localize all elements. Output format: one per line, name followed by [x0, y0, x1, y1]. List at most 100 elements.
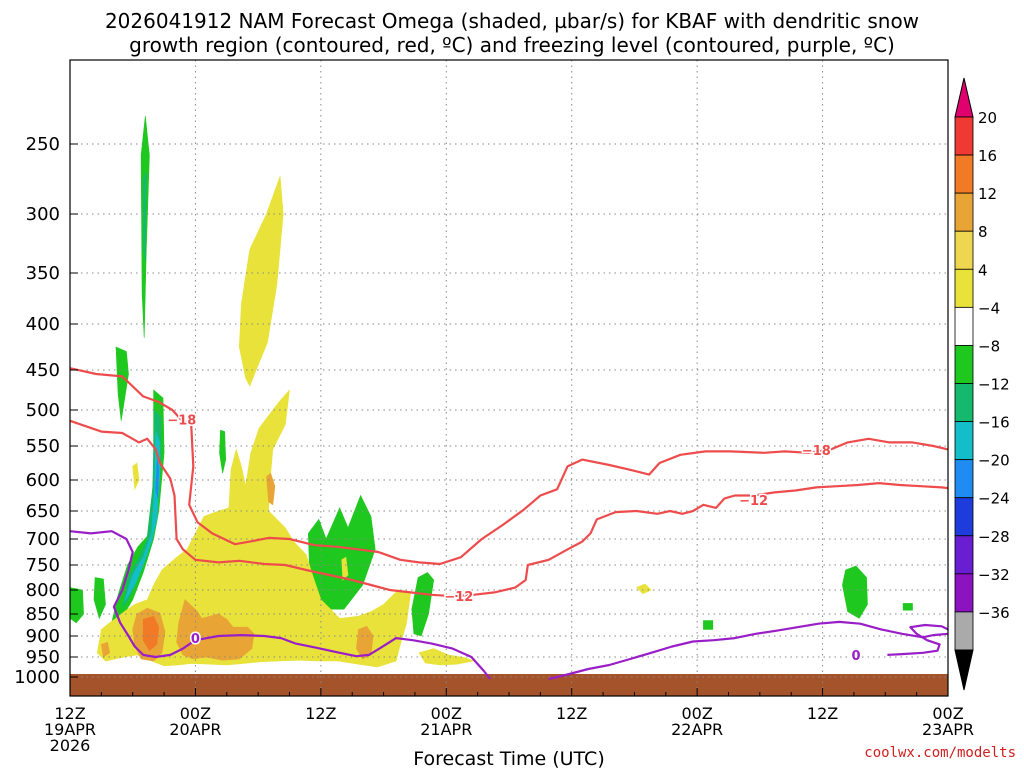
y-tick-label-800: 800 [26, 580, 60, 601]
chart-title-line-1: 2026041912 NAM Forecast Omega (shaded, µ… [104, 9, 920, 33]
y-tick-label-1000: 1000 [14, 667, 60, 688]
contour-label-isotherm-minus-12-right-label: −12 [739, 494, 768, 509]
x-tick-label-line: 23APR [922, 720, 974, 739]
omega-region-descent-deep-orange [142, 615, 160, 652]
colorbar-label: 8 [978, 223, 988, 241]
colorbar-label: −24 [978, 490, 1010, 508]
colorbar-segment [954, 383, 974, 422]
chart-title-line-2: growth region (contoured, red, ºC) and f… [129, 33, 895, 57]
colorbar-segment [954, 421, 974, 461]
colorbar-label: −16 [978, 414, 1010, 432]
omega-region-descent-orange-3 [266, 472, 276, 506]
contour-freezing-level-main [69, 530, 492, 680]
omega-region-descent-upper-plume [238, 176, 284, 387]
x-tick-label-line: 2026 [50, 736, 91, 755]
y-tick-label-550: 550 [26, 436, 60, 457]
omega-region-ascent-blob-455 [115, 346, 129, 421]
contour-label-isotherm-minus-18-main: −18 [167, 413, 196, 428]
x-tick-label-line: 00Z [431, 704, 462, 723]
x-tick-label-line: 12Z [54, 704, 85, 723]
colorbar-label: 16 [978, 147, 997, 165]
x-tick-label-line: 20APR [169, 720, 221, 739]
credit-text: coolwx.com/modelts [864, 745, 1016, 761]
omega-region-ascent-blue-core [155, 459, 160, 499]
colorbar-label: −4 [978, 299, 1000, 317]
y-tick-label-450: 450 [26, 360, 60, 381]
colorbar-segment [954, 230, 974, 270]
omega-region-descent-dot-54 [635, 583, 652, 595]
colorbar-label: −36 [978, 604, 1010, 622]
contour-label-isotherm-minus-12-main: −12 [444, 590, 473, 605]
x-tick-label-36: 00Z 21APR [420, 704, 472, 739]
colorbar-label: −8 [978, 337, 1000, 355]
colorbar-segment [954, 459, 974, 499]
y-tick-label-250: 250 [26, 134, 60, 155]
contour-label-freezing-level-main: 0 [191, 632, 200, 647]
omega-region-descent-orange-5 [101, 641, 111, 658]
colorbar-label: −32 [978, 566, 1010, 584]
y-tick-label-700: 700 [26, 529, 60, 550]
omega-region-ascent-blob-34 [411, 572, 435, 637]
x-tick-label-line: 12Z [807, 704, 838, 723]
contour-freezing-level-right-loop [887, 623, 949, 656]
x-tick-label-line: 21APR [420, 720, 472, 739]
x-tick-label-84: 00Z 23APR [922, 704, 974, 739]
colorbar-segment [954, 192, 974, 232]
omega-region-ascent-core-upper [142, 171, 147, 262]
contour-isotherm-minus-12-main [69, 419, 949, 598]
y-tick-label-400: 400 [26, 314, 60, 335]
colorbar-label: −12 [978, 376, 1010, 394]
omega-region-ascent-blob-75 [842, 565, 868, 619]
colorbar: 20 16 12 8 4 −4 −8 −12 −16 −20 −24 −28 −32 −36 [954, 77, 1010, 691]
y-tick-label-950: 950 [26, 647, 60, 668]
x-tick-label-line: 00Z [180, 704, 211, 723]
x-tick-label-line: 19APR [44, 720, 96, 739]
contour-freezing-level-right [548, 620, 949, 681]
omega-region-ascent-small-530 [219, 429, 227, 474]
colorbar-segment [954, 573, 974, 613]
x-tick-label-line: 12Z [556, 704, 587, 723]
y-tick-label-600: 600 [26, 470, 60, 491]
x-tick-label-60: 00Z 22APR [671, 704, 723, 739]
omega-region-descent-blob-760 [341, 556, 349, 581]
x-tick-label-24: 12Z [305, 704, 336, 723]
x-tick-label-line: 22APR [671, 720, 723, 739]
contour-layer: −18 −18 −12 −12 0 0 [69, 367, 949, 681]
x-tick-label-line: 00Z [681, 704, 712, 723]
colorbar-bottom-arrow [954, 649, 974, 691]
x-tick-label-line: 12Z [305, 704, 336, 723]
colorbar-label: 20 [978, 109, 997, 127]
omega-region-ascent-dot-60 [703, 620, 714, 630]
y-tick-label-900: 900 [26, 626, 60, 647]
colorbar-label: −28 [978, 528, 1010, 546]
colorbar-top-arrow [954, 77, 974, 118]
terrain-ground [70, 674, 948, 696]
omega-region-ascent-left-blob [93, 577, 106, 620]
grid-layer [70, 60, 948, 696]
y-tick-label-650: 650 [26, 501, 60, 522]
omega-region-descent-blob-580 [132, 462, 140, 491]
contour-label-freezing-level-right: 0 [851, 649, 860, 664]
x-tick-label-0: 12Z 19APR 2026 [44, 704, 96, 755]
x-tick-label-72: 12Z [807, 704, 838, 723]
colorbar-segment [954, 611, 974, 651]
y-tick-label-500: 500 [26, 400, 60, 421]
colorbar-segment [954, 116, 974, 156]
colorbar-segment [954, 154, 974, 194]
x-tick-label-12: 00Z 20APR [169, 704, 221, 739]
contour-isotherm-minus-18-main [69, 367, 949, 566]
omega-region-ascent-dot-80 [902, 603, 913, 611]
omega-region-descent-lower-complex [96, 389, 412, 668]
x-tick-label-48: 12Z [556, 704, 587, 723]
y-tick-label-300: 300 [26, 204, 60, 225]
colorbar-segment [954, 306, 974, 346]
colorbar-segment [954, 345, 974, 384]
colorbar-segment [954, 268, 974, 308]
colorbar-segment [954, 497, 974, 537]
colorbar-label: −20 [978, 452, 1010, 470]
colorbar-label: 12 [978, 185, 997, 203]
y-tick-label-750: 750 [26, 555, 60, 576]
colorbar-label: 4 [978, 261, 988, 279]
